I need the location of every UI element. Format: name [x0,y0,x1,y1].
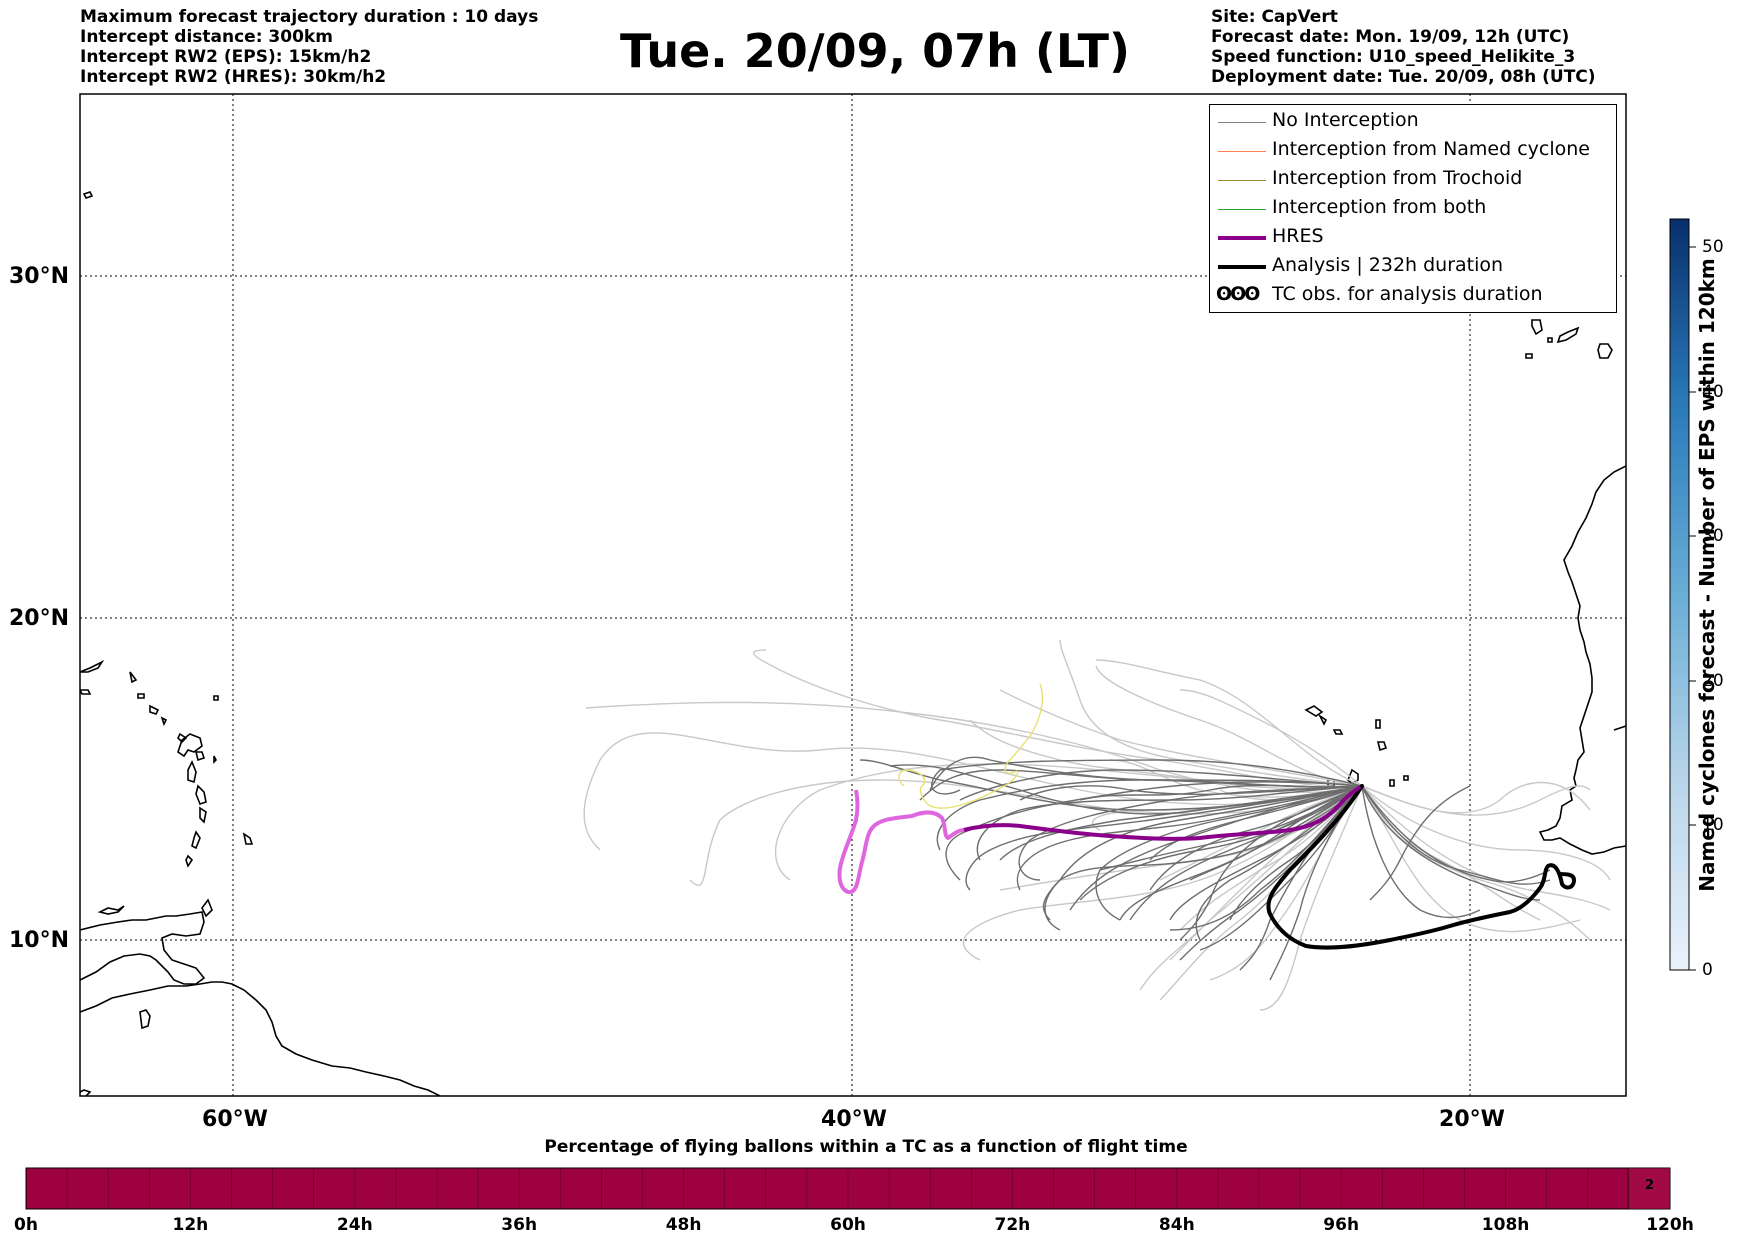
trochoid-trajectories [898,683,1044,809]
legend-item-trochoid: Interception from Trochoid [1210,165,1616,194]
legend-swatch [1218,179,1266,181]
flight-time-tick-label: 96h [1323,1215,1360,1235]
legend-swatch [1218,150,1266,152]
legend-item-both: Interception from both [1210,194,1616,223]
legend-swatch [1218,235,1266,240]
legend-item-hres: HRES [1210,223,1616,252]
colorbar-tick-0: 0 [1702,960,1713,980]
flight-time-tick-label: 24h [336,1215,373,1235]
flight-time-tick-label: 60h [830,1215,866,1235]
legend-item-tc-obs: ʘʘʘ TC obs. for analysis duration [1210,281,1616,310]
flight-time-tick-label: 0h [14,1215,38,1235]
legend-label: Interception from both [1272,196,1487,218]
site-marker [1360,784,1364,788]
flight-time-tick-label: 108h [1481,1215,1530,1235]
hres-track-late [963,784,1363,841]
info-intercept-eps: Intercept RW2 (EPS): 15km/h2 [80,47,372,67]
map-frame [79,93,1627,1097]
legend-swatch [1218,264,1266,269]
hres-track [837,784,1363,895]
flight-time-tick-label: 72h [994,1215,1031,1235]
colorbar-tick-10: 10 [1702,815,1724,835]
info-deployment-date: Deployment date: Tue. 20/09, 08h (UTC) [1211,67,1596,87]
flight-time-bar-title: Percentage of flying ballons within a TC… [544,1137,1188,1157]
legend-label: Interception from Trochoid [1272,167,1523,189]
legend-swatch [1218,208,1266,210]
header-right-info: Site: CapVert Forecast date: Mon. 19/09,… [1211,7,1596,87]
info-intercept-hres: Intercept RW2 (HRES): 30km/h2 [80,67,387,87]
legend-label: Analysis | 232h duration [1272,254,1504,276]
flight-time-bar-last-cell [1627,1167,1671,1210]
info-max-duration: Maximum forecast trajectory duration : 1… [80,7,539,27]
legend-item-analysis: Analysis | 232h duration [1210,252,1616,281]
lon-label-20w: 20°W [1439,1107,1505,1132]
lon-label-60w: 60°W [202,1107,268,1132]
info-site: Site: CapVert [1211,7,1338,27]
legend-item-named-cyclone: Interception from Named cyclone [1210,136,1616,165]
flight-time-tick-label: 120h [1646,1215,1694,1235]
lat-label-10n: 10°N [9,928,70,953]
flight-time-tick-label: 84h [1158,1215,1195,1235]
analysis-track [1266,784,1577,950]
flight-time-tick-label: 12h [172,1215,209,1235]
map-legend: No Interception Interception from Named … [1209,104,1617,313]
colorbar-tick-30: 30 [1702,526,1724,546]
legend-label: HRES [1272,225,1324,247]
colorbar-ticks [1689,246,1696,971]
page-title: Tue. 20/09, 07h (LT) [620,24,1130,78]
flight-time-tick-label: 48h [665,1215,702,1235]
colorbar-tick-20: 20 [1702,671,1724,691]
colorbar-tick-40: 40 [1702,382,1724,402]
coastlines [80,191,1626,1096]
eps-trajectories-dark [859,756,1551,981]
legend-swatch [1218,121,1266,123]
lat-label-30n: 30°N [9,264,70,289]
info-intercept-distance: Intercept distance: 300km [80,27,333,47]
flight-time-tick-label: 36h [501,1215,538,1235]
legend-label: No Interception [1272,109,1419,131]
lon-label-40w: 40°W [821,1107,887,1132]
cyclone-symbols-icon: ʘʘʘ [1216,283,1260,305]
colorbar-tick-50: 50 [1702,237,1724,257]
legend-item-no-interception: No Interception [1210,107,1616,136]
flight-time-bar-segments [66,1168,1630,1209]
eps-trajectories-light [583,639,1611,1011]
lat-label-20n: 20°N [9,606,70,631]
hres-track-early [837,789,965,895]
colorbar-title: Named cyclones forecast - Number of EPS … [1695,258,1719,892]
header-left-info: Maximum forecast trajectory duration : 1… [80,7,538,87]
legend-label: TC obs. for analysis duration [1272,283,1543,305]
info-forecast-date: Forecast date: Mon. 19/09, 12h (UTC) [1211,27,1570,47]
flight-time-bar-value: 2 [1645,1178,1655,1193]
named-cyclones-colorbar [1669,218,1690,971]
legend-label: Interception from Named cyclone [1272,138,1590,160]
info-speed-function: Speed function: U10_speed_Helikite_3 [1211,47,1576,67]
